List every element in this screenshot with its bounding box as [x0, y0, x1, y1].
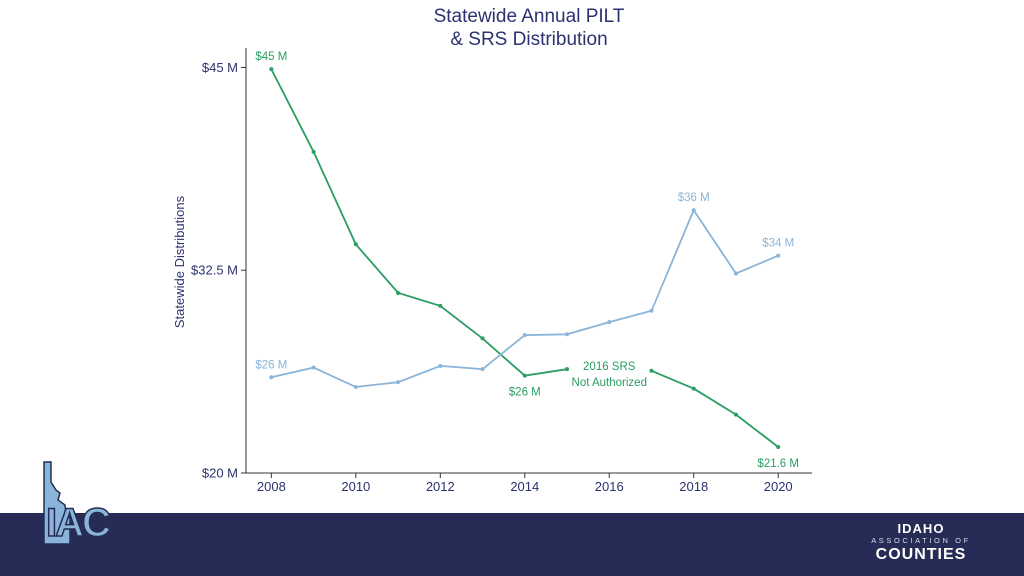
data-point-pilt	[438, 363, 443, 368]
x-tick-label: 2012	[426, 479, 455, 494]
data-point-pilt	[733, 271, 738, 276]
data-label: $26 M	[509, 387, 541, 399]
data-point-srs	[649, 368, 654, 373]
logo-line-idaho: IDAHO	[897, 521, 945, 536]
data-point-pilt	[649, 308, 654, 313]
x-tick-label: 2014	[510, 479, 539, 494]
data-label: $45 M	[255, 51, 287, 63]
data-point-pilt	[269, 375, 274, 380]
data-point-pilt	[776, 253, 781, 258]
y-tick-label: $32.5 M	[191, 263, 238, 278]
chart-title-line-2: & SRS Distribution	[450, 29, 607, 50]
data-point-pilt	[691, 208, 696, 213]
chart: Statewide Annual PILT & SRS Distribution…	[172, 6, 812, 494]
data-point-pilt	[522, 333, 527, 338]
data-point-srs	[269, 67, 274, 72]
idaho-state-shape-icon	[43, 461, 71, 545]
data-label: $26 M	[255, 359, 287, 371]
data-point-pilt	[607, 320, 612, 325]
logo-line-association: ASSOCIATION OF	[871, 536, 971, 545]
data-point-pilt	[311, 365, 316, 370]
data-point-srs	[396, 290, 401, 295]
data-point-srs	[691, 386, 696, 391]
series-line-pilt	[271, 208, 779, 388]
data-point-pilt	[353, 385, 358, 390]
data-point-srs	[733, 412, 738, 417]
data-point-pilt	[565, 332, 570, 337]
y-axis-label: Statewide Distributions	[172, 195, 187, 328]
series-line-srs	[270, 68, 568, 377]
data-point-srs	[311, 149, 316, 154]
data-label: 2016 SRS	[583, 361, 636, 373]
data-point-srs	[353, 242, 358, 247]
data-label: $36 M	[678, 192, 710, 204]
logo-line-counties: COUNTIES	[875, 546, 967, 563]
x-tick-label: 2008	[257, 479, 286, 494]
y-tick-label: $20 M	[202, 466, 238, 481]
data-point-pilt	[396, 380, 401, 385]
iac-logo: IAC	[43, 461, 113, 546]
data-label: Not Authorized	[572, 377, 647, 389]
data-point-srs	[522, 373, 527, 378]
x-tick-label: 2016	[595, 479, 624, 494]
chart-title-line-1: Statewide Annual PILT	[434, 6, 625, 27]
x-tick-label: 2018	[679, 479, 708, 494]
footer-bar	[0, 513, 1024, 576]
data-point-srs	[776, 445, 781, 450]
idaho-association-of-counties-logo: IDAHO ASSOCIATION OF COUNTIES	[868, 521, 974, 564]
series-line-srs	[651, 369, 779, 448]
data-point-srs	[480, 336, 485, 341]
iac-logo-text: IAC	[46, 501, 110, 545]
x-tick-label: 2010	[341, 479, 370, 494]
x-tick-label: 2020	[764, 479, 793, 494]
y-tick-label: $45 M	[202, 60, 238, 75]
data-point-srs	[438, 303, 443, 308]
data-label: $21.6 M	[757, 458, 799, 470]
data-point-srs	[565, 367, 570, 372]
data-point-pilt	[480, 367, 485, 372]
data-label: $34 M	[762, 238, 794, 250]
